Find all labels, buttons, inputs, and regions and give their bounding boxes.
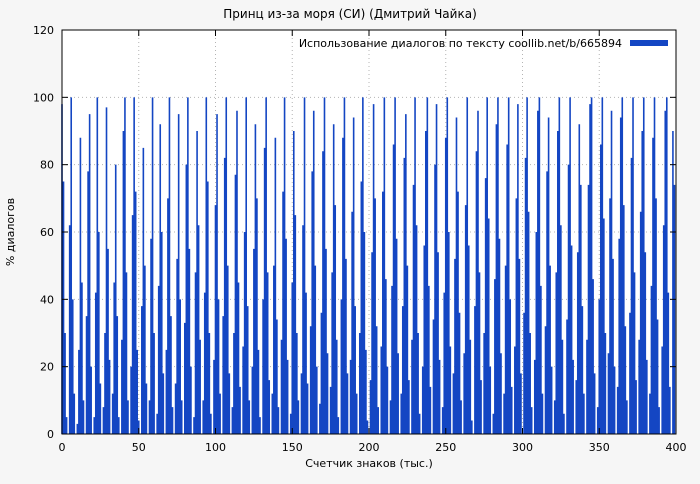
x-tick-label: 250	[435, 441, 456, 454]
x-tick-label: 200	[359, 441, 380, 454]
y-tick-label: 120	[33, 24, 54, 37]
x-tick-label: 400	[666, 441, 687, 454]
x-tick-label: 100	[205, 441, 226, 454]
y-axis-label: % диалогов	[4, 198, 17, 266]
y-tick-label: 0	[47, 428, 54, 441]
tick-labels: 0 20 40 60 80 100 120 0 50 100 150 200 250 300 350 400	[33, 24, 687, 454]
y-tick-label: 100	[33, 91, 54, 104]
x-tick-label: 0	[59, 441, 66, 454]
y-tick-label: 20	[40, 361, 54, 374]
chart-title: Принц из-за моря (СИ) (Дмитрий Чайка)	[223, 7, 477, 21]
x-tick-label: 50	[132, 441, 146, 454]
x-tick-label: 150	[282, 441, 303, 454]
y-tick-label: 80	[40, 159, 54, 172]
x-tick-label: 300	[512, 441, 533, 454]
legend-label: Использование диалогов по тексту coollib…	[299, 37, 622, 50]
x-axis-label: Счетчик знаков (тыс.)	[305, 457, 433, 470]
x-tick-label: 350	[589, 441, 610, 454]
axis-ticks	[61, 29, 677, 435]
legend: Использование диалогов по тексту coollib…	[299, 37, 668, 50]
y-tick-label: 40	[40, 293, 54, 306]
y-tick-label: 60	[40, 226, 54, 239]
